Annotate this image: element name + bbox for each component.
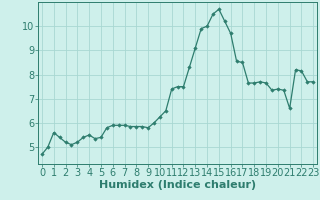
X-axis label: Humidex (Indice chaleur): Humidex (Indice chaleur) [99,180,256,190]
